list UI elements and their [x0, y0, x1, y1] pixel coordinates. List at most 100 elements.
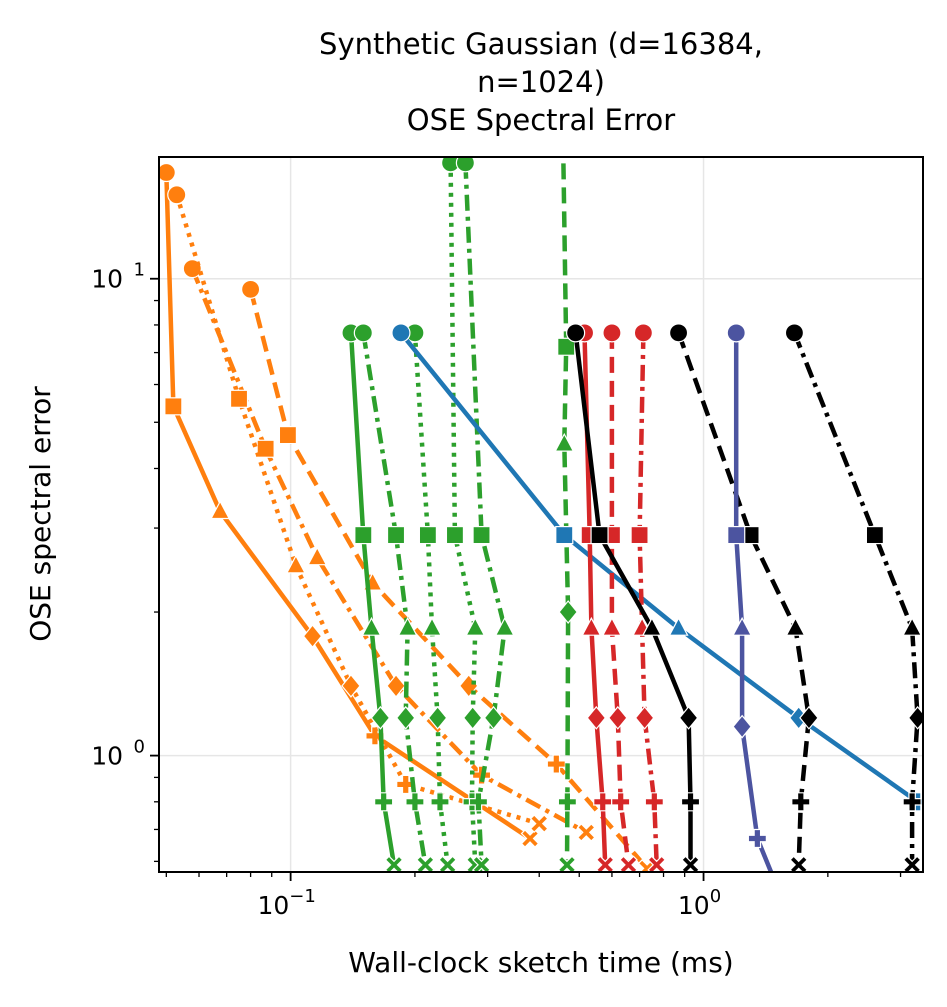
series-line — [573, 330, 693, 868]
marker-triangle — [307, 546, 328, 566]
marker-x — [557, 855, 577, 872]
marker-diamond — [907, 705, 923, 730]
series-line — [412, 332, 450, 866]
marker-diamond — [427, 705, 448, 730]
marker-diamond — [395, 705, 416, 730]
marker-x — [416, 855, 435, 872]
x-tick-label: 10−1 — [257, 886, 315, 920]
marker-diamond — [386, 673, 406, 698]
y-tick-label: 10 — [91, 265, 123, 294]
marker-x — [647, 855, 667, 872]
series-14 — [566, 323, 701, 872]
marker-diamond — [462, 705, 483, 730]
series-16 — [784, 323, 923, 872]
marker-plus — [374, 792, 394, 812]
marker-plus — [468, 792, 489, 812]
marker-circle — [167, 185, 187, 205]
marker-square — [630, 525, 649, 545]
y-axis-label: OSE spectral error — [24, 386, 57, 642]
marker-circle — [633, 323, 653, 343]
series-2 — [182, 259, 596, 842]
series-line — [348, 330, 397, 868]
marker-plus — [546, 754, 566, 774]
marker-square — [865, 525, 884, 545]
series-line — [398, 330, 920, 805]
marker-plus — [430, 792, 450, 812]
marker-plus — [791, 792, 811, 812]
marker-circle — [602, 323, 622, 343]
series-layer — [159, 157, 923, 872]
marker-circle — [726, 323, 746, 343]
marker-triangle — [285, 554, 306, 574]
marker-square — [590, 525, 609, 545]
series-line — [174, 194, 540, 826]
marker-plus — [902, 792, 922, 812]
marker-square — [445, 525, 465, 545]
marker-plus — [557, 792, 577, 812]
series-line — [676, 332, 812, 865]
chart-title-line-3: OSE Spectral Error — [407, 103, 675, 137]
marker-x — [789, 855, 809, 872]
marker-triangle — [465, 616, 486, 636]
series-8 — [455, 157, 515, 872]
series-line — [164, 170, 533, 841]
marker-square — [472, 525, 491, 545]
series-line — [448, 162, 478, 866]
marker-triangle — [902, 616, 923, 636]
chart-title-line-1: Synthetic Gaussian (d=16384, — [319, 27, 763, 61]
marker-triangle — [581, 616, 602, 636]
series-5 — [353, 323, 435, 872]
series-0 — [159, 162, 540, 848]
marker-triangle — [785, 616, 806, 636]
marker-square — [557, 337, 576, 356]
marker-x — [595, 855, 615, 872]
x-axis-label: Wall-clock sketch time (ms) — [348, 946, 733, 979]
marker-diamond — [586, 705, 607, 730]
marker-square — [555, 525, 574, 545]
series-line — [792, 332, 920, 865]
x-tick-label: 100 — [678, 886, 721, 920]
marker-x — [619, 855, 638, 872]
series-line — [637, 332, 659, 865]
marker-plus — [593, 792, 613, 812]
marker-plus — [405, 792, 425, 812]
series-line — [561, 157, 571, 865]
marker-square — [354, 525, 373, 545]
marker-circle — [353, 323, 373, 343]
marker-circle — [668, 323, 689, 343]
marker-diamond — [634, 705, 655, 730]
marker-triangle — [397, 616, 418, 636]
series-line — [463, 162, 507, 866]
marker-plus — [365, 726, 385, 746]
marker-square — [278, 425, 298, 445]
marker-plus — [644, 792, 664, 812]
marker-x — [384, 855, 404, 872]
marker-square — [229, 389, 249, 408]
series-line — [733, 330, 774, 872]
marker-diamond — [608, 705, 628, 730]
marker-circle — [455, 157, 475, 173]
marker-square — [164, 397, 183, 416]
series-3 — [167, 185, 549, 833]
marker-triangle — [422, 616, 443, 636]
series-12 — [601, 323, 638, 872]
marker-square — [256, 439, 275, 458]
marker-triangle — [732, 616, 753, 636]
marker-diamond — [732, 714, 752, 739]
series-6 — [405, 323, 457, 872]
marker-square — [386, 525, 406, 545]
plot-frame — [158, 156, 924, 873]
marker-plus — [396, 774, 416, 795]
marker-x — [681, 855, 700, 872]
series-line — [190, 267, 588, 835]
marker-circle — [159, 162, 176, 183]
marker-diamond — [558, 600, 578, 624]
marker-x — [576, 823, 596, 842]
marker-circle — [784, 323, 805, 343]
series-line — [248, 288, 649, 870]
marker-x — [529, 814, 549, 833]
marker-triangle — [554, 432, 575, 452]
marker-circle — [391, 323, 411, 343]
